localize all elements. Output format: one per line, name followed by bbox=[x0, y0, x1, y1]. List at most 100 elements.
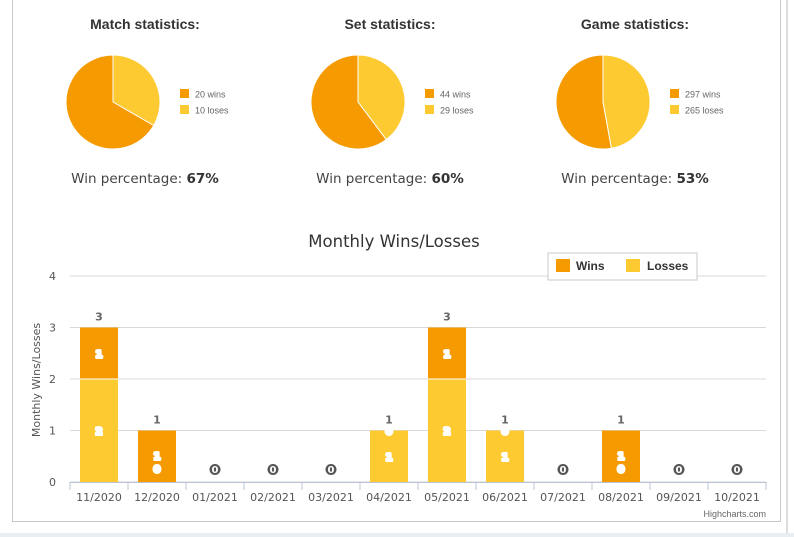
data-label-wins-halo: 0 bbox=[502, 427, 509, 438]
pie-slice-loses bbox=[357, 54, 406, 141]
bar-losses bbox=[428, 379, 466, 482]
legend-swatch-wins bbox=[670, 89, 679, 98]
page-bottom-edge bbox=[0, 533, 794, 537]
x-tick-label: 02/2021 bbox=[250, 491, 296, 504]
data-label-wins: 0 bbox=[386, 427, 393, 438]
data-label-total: 0 bbox=[734, 465, 741, 476]
x-tick-label: 03/2021 bbox=[308, 491, 354, 504]
win-percentage-label: Win percentage: bbox=[71, 171, 183, 187]
legend-swatch-wins bbox=[556, 259, 570, 272]
legend-label-wins: Wins bbox=[576, 259, 605, 273]
stack-total-label: 1 bbox=[617, 414, 625, 427]
y-tick-label: 1 bbox=[49, 425, 56, 438]
game-win-percentage: Win percentage: 53% bbox=[515, 171, 755, 187]
game-pie-chart: 297 wins 265 loses bbox=[555, 54, 724, 150]
game-statistics-title: Game statistics: bbox=[580, 16, 690, 32]
data-label-wins-halo: 1 bbox=[618, 452, 625, 463]
data-label-total: 0 bbox=[328, 465, 335, 476]
zero-marker bbox=[673, 464, 685, 475]
x-tick-label: 04/2021 bbox=[366, 491, 412, 504]
data-label-wins: 1 bbox=[618, 452, 625, 463]
bar-losses bbox=[80, 379, 118, 482]
bar-wins bbox=[80, 327, 118, 379]
data-label-losses: 0 bbox=[618, 465, 625, 476]
x-tick-label: 08/2021 bbox=[598, 491, 644, 504]
match-win-percentage: Win percentage: 67% bbox=[25, 171, 265, 187]
set-statistics-block: Set statistics: 44 wins 29 loses Win perc… bbox=[270, 0, 510, 200]
game-statistics-block: Game statistics: 297 wins 265 loses Win p… bbox=[515, 0, 755, 200]
data-label-total: 0 bbox=[676, 465, 683, 476]
data-label-losses: 1 bbox=[386, 452, 393, 463]
stack-total-label: 1 bbox=[153, 414, 161, 427]
set-pie-chart: 44 wins 29 loses bbox=[310, 54, 474, 150]
pie-slice-loses bbox=[602, 54, 651, 149]
legend-swatch-loses bbox=[180, 105, 189, 114]
legend-swatch-loses bbox=[670, 105, 679, 114]
chart-title: Monthly Wins/Losses bbox=[308, 232, 479, 251]
data-label-wins-halo: 1 bbox=[154, 452, 161, 463]
win-percentage-label: Win percentage: bbox=[316, 171, 428, 187]
legend-label-loses: 265 loses bbox=[685, 106, 724, 116]
legend-swatch-wins bbox=[425, 89, 434, 98]
x-tick-label: 10/2021 bbox=[714, 491, 760, 504]
scrollbar-edge bbox=[786, 0, 788, 537]
data-label-wins: 1 bbox=[444, 349, 451, 360]
legend-swatch-loses bbox=[425, 105, 434, 114]
data-label-wins-halo: 0 bbox=[386, 427, 393, 438]
bar-wins bbox=[602, 430, 640, 482]
legend-label-loses: 10 loses bbox=[195, 106, 229, 116]
zero-marker bbox=[209, 464, 221, 475]
data-label-wins-halo: 1 bbox=[96, 349, 103, 360]
legend-label-wins: 44 wins bbox=[440, 90, 471, 100]
bar-wins bbox=[428, 327, 466, 379]
data-label-total: 0 bbox=[560, 465, 567, 476]
pie-slice-loses bbox=[112, 54, 161, 127]
win-percentage-label: Win percentage: bbox=[561, 171, 673, 187]
data-label-losses-halo: 1 bbox=[386, 452, 393, 463]
data-label-total: 0 bbox=[212, 465, 219, 476]
match-pie-chart: 20 wins 10 loses bbox=[65, 54, 229, 150]
data-label-losses-halo: 0 bbox=[618, 465, 625, 476]
pie-slice-wins bbox=[310, 54, 387, 150]
y-tick-label: 3 bbox=[49, 322, 56, 335]
pie-slice-wins bbox=[65, 54, 155, 150]
x-tick-label: 05/2021 bbox=[424, 491, 470, 504]
match-statistics-title: Match statistics: bbox=[90, 16, 200, 32]
pie-slice-wins bbox=[555, 54, 612, 150]
stack-total-label: 1 bbox=[501, 414, 509, 427]
data-label-total: 0 bbox=[270, 465, 277, 476]
y-tick-label: 0 bbox=[49, 476, 56, 489]
x-tick-label: 07/2021 bbox=[540, 491, 586, 504]
stack-total-label: 3 bbox=[443, 311, 451, 324]
legend-box bbox=[547, 252, 698, 281]
data-label-wins: 1 bbox=[154, 452, 161, 463]
bar-losses bbox=[370, 430, 408, 482]
legend-label-wins: 20 wins bbox=[195, 90, 226, 100]
highcharts-credit: Highcharts.com bbox=[703, 509, 766, 519]
data-label-wins: 1 bbox=[96, 349, 103, 360]
x-tick-label: 12/2020 bbox=[134, 491, 180, 504]
x-tick-label: 01/2021 bbox=[192, 491, 238, 504]
zero-marker bbox=[731, 464, 743, 475]
legend-label-loses: 29 loses bbox=[440, 106, 474, 116]
stack-total-label: 3 bbox=[95, 311, 103, 324]
legend-label-losses: Losses bbox=[647, 259, 689, 273]
zero-marker bbox=[267, 464, 279, 475]
data-label-losses: 1 bbox=[502, 452, 509, 463]
win-percentage-value: 67% bbox=[186, 171, 219, 187]
stack-total-label: 1 bbox=[385, 414, 393, 427]
data-label-losses-halo: 2 bbox=[444, 427, 451, 438]
data-label-losses: 2 bbox=[96, 427, 103, 438]
data-label-losses-halo: 2 bbox=[96, 427, 103, 438]
win-percentage-value: 60% bbox=[431, 171, 464, 187]
legend-swatch-losses bbox=[626, 259, 640, 272]
legend-label-wins: 297 wins bbox=[685, 90, 721, 100]
y-tick-label: 2 bbox=[49, 373, 56, 386]
bar-wins bbox=[138, 430, 176, 482]
data-label-losses-halo: 1 bbox=[502, 452, 509, 463]
match-statistics-block: Match statistics: 20 wins 10 loses Win pe… bbox=[25, 0, 265, 200]
data-label-wins-halo: 1 bbox=[444, 349, 451, 360]
bar-losses bbox=[486, 430, 524, 482]
x-tick-label: 06/2021 bbox=[482, 491, 528, 504]
data-label-wins: 0 bbox=[502, 427, 509, 438]
